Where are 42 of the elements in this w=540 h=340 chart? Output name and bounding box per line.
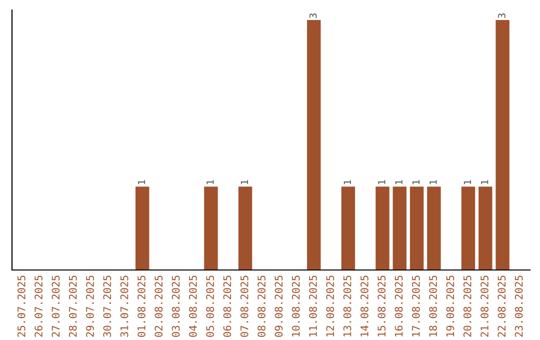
x-tick-label: 06.08.2025 bbox=[223, 276, 232, 337]
x-tick-label: 23.08.2025 bbox=[514, 276, 523, 337]
x-tick-label: 30.07.2025 bbox=[103, 276, 112, 337]
x-tick-label: 25.07.2025 bbox=[17, 276, 26, 337]
x-tick-label: 15.08.2025 bbox=[378, 276, 386, 336]
x-tick-label: 05.08.2025 bbox=[206, 276, 214, 337]
x-tick-label: 04.08.2025 bbox=[188, 276, 197, 337]
data-label: 1 bbox=[138, 180, 146, 184]
x-tick-label: 31.07.2025 bbox=[120, 276, 128, 337]
x-tick-label: 18.08.2025 bbox=[429, 276, 437, 336]
x-tick-label: 14.08.2025 bbox=[360, 276, 368, 336]
data-label: 3 bbox=[309, 13, 317, 18]
x-tick-label: 02.08.2025 bbox=[154, 276, 163, 337]
x-tick-label: 29.07.2025 bbox=[86, 276, 94, 337]
x-tick-label: 16.08.2025 bbox=[394, 276, 403, 336]
x-tick-label: 08.08.2025 bbox=[258, 276, 266, 337]
x-tick-label: 17.08.2025 bbox=[412, 276, 420, 336]
x-tick-label: 12.08.2025 bbox=[326, 276, 334, 336]
data-label: 1 bbox=[412, 180, 420, 184]
x-tick-label: 13.08.2025 bbox=[343, 276, 352, 336]
x-tick-label: 21.08.2025 bbox=[480, 276, 488, 337]
data-label: 1 bbox=[464, 180, 471, 184]
data-label: 1 bbox=[206, 180, 214, 184]
x-tick-label: 09.08.2025 bbox=[274, 276, 283, 337]
x-tick-label: 07.08.2025 bbox=[240, 276, 248, 337]
x-tick-label: 26.07.2025 bbox=[34, 276, 42, 337]
x-tick-label: 22.08.2025 bbox=[498, 276, 506, 337]
x-tick-label: 03.08.2025 bbox=[172, 276, 180, 337]
data-label: 1 bbox=[481, 180, 488, 184]
x-tick-label: 20.08.2025 bbox=[463, 276, 472, 337]
x-tick-label: 01.08.2025 bbox=[138, 276, 146, 337]
x-tick-label: 28.07.2025 bbox=[68, 276, 77, 337]
data-label: 1 bbox=[395, 180, 402, 184]
x-tick-label: 11.08.2025 bbox=[309, 276, 317, 336]
data-label: 3 bbox=[498, 13, 506, 18]
data-label: 1 bbox=[240, 180, 248, 184]
x-tick-label: 19.08.2025 bbox=[446, 276, 454, 336]
x-tick-label: 27.07.2025 bbox=[52, 276, 60, 337]
x-tick-label: 10.08.2025 bbox=[292, 276, 300, 336]
data-label: 1 bbox=[344, 180, 351, 184]
data-label: 1 bbox=[378, 180, 386, 184]
data-label: 1 bbox=[430, 180, 437, 184]
